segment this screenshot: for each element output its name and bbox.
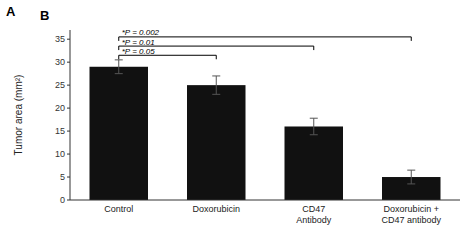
y-tick [67, 85, 70, 86]
x-tick-label-line: Control [104, 204, 133, 214]
y-tick [67, 39, 70, 40]
bar [187, 85, 246, 200]
significance-label: *P = 0.05 [122, 47, 155, 56]
error-cap [310, 134, 318, 135]
bar [90, 67, 149, 200]
panel-label: B [40, 8, 49, 23]
error-line [216, 76, 217, 94]
error-line [411, 170, 412, 184]
y-tick-label: 0 [60, 195, 65, 205]
error-cap [212, 75, 220, 76]
error-cap [115, 73, 123, 74]
panel-label: A [6, 4, 16, 19]
x-tick-label-line: Antibody [296, 215, 332, 225]
y-tick [67, 154, 70, 155]
bars [90, 60, 441, 200]
error-cap [212, 94, 220, 95]
y-tick-label: 20 [55, 103, 65, 113]
x-tick-label-line: Doxorubicin + [384, 204, 439, 214]
significance-label: *P = 0.01 [122, 38, 155, 47]
significance-bracket [119, 55, 217, 59]
x-tick-label: Control [104, 204, 133, 214]
y-tick [67, 62, 70, 63]
y-tick-label: 35 [55, 34, 65, 44]
significance-label: *P = 0.002 [122, 28, 160, 37]
y-axis-line [70, 30, 71, 200]
error-bar [115, 60, 123, 74]
x-axis-line [70, 200, 460, 201]
bracket-line [119, 46, 314, 50]
y-tick [67, 200, 70, 201]
x-tick-label-line: Doxorubicin [192, 204, 240, 214]
y-tick [67, 131, 70, 132]
y-tick-label: 15 [55, 126, 65, 136]
error-line [118, 60, 119, 74]
error-bar [407, 170, 415, 184]
error-cap [407, 170, 415, 171]
significance-bracket [119, 46, 314, 50]
error-bar [310, 118, 318, 135]
x-tick-label: Doxorubicin +CD47 antibody [381, 204, 441, 225]
bracket-line [119, 55, 217, 59]
bar [285, 126, 344, 200]
y-tick [67, 177, 70, 178]
y-tick-label: 30 [55, 57, 65, 67]
x-tick-label: CD47Antibody [296, 204, 332, 225]
x-tick-label-line: CD47 antibody [381, 215, 441, 225]
error-cap [310, 118, 318, 119]
y-axis-label: Tumor area (mm²) [13, 75, 24, 156]
error-cap [407, 183, 415, 184]
chart: 0 5 10 15 20 25 30 35 Control Doxorubicin CD47Anti… [0, 0, 474, 250]
error-line [313, 118, 314, 135]
x-tick-label: Doxorubicin [192, 204, 240, 214]
error-cap [115, 59, 123, 60]
bracket-line [119, 37, 412, 41]
error-bar [212, 76, 220, 94]
y-tick-label: 5 [60, 172, 65, 182]
significance-bracket [119, 37, 412, 41]
x-tick-label-line: CD47 [302, 204, 325, 214]
y-tick-label: 25 [55, 80, 65, 90]
y-tick-label: 10 [55, 149, 65, 159]
y-tick [67, 108, 70, 109]
